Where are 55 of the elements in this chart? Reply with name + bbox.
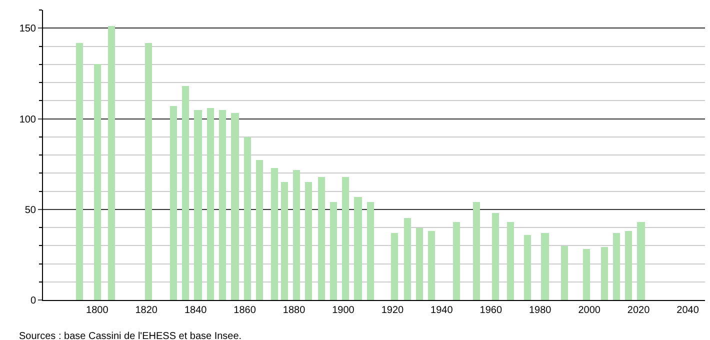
x-tick-label: 1800	[86, 305, 109, 316]
x-tick-label: 1840	[184, 305, 208, 316]
bar	[231, 113, 239, 300]
bar	[524, 235, 531, 300]
x-tick-label: 2020	[627, 305, 650, 316]
bar	[108, 26, 115, 300]
bar	[281, 182, 288, 300]
x-tick-label: 1880	[282, 305, 306, 316]
y-tick-label: 100	[19, 114, 36, 126]
y-tick-label: 0	[30, 296, 36, 306]
bar	[416, 228, 423, 300]
bar	[613, 233, 620, 300]
bar	[145, 43, 152, 300]
x-tick-label: 1980	[528, 305, 552, 316]
x-tick-label: 1820	[135, 305, 158, 316]
bar	[318, 177, 325, 300]
bar	[367, 202, 374, 300]
bar	[601, 247, 608, 300]
bar	[293, 170, 300, 300]
bar	[507, 222, 514, 300]
bar	[492, 213, 499, 300]
bar	[94, 64, 101, 300]
x-tick-label: 1960	[480, 305, 502, 316]
bar	[637, 222, 645, 300]
bar	[541, 233, 549, 300]
bar	[244, 137, 251, 300]
y-tick-label: 50	[24, 204, 36, 216]
bar	[182, 86, 189, 300]
bar	[194, 110, 202, 300]
source-note: Sources : base Cassini de l'EHESS et base Insee.	[19, 331, 242, 340]
bar	[305, 182, 312, 300]
bar	[473, 202, 480, 300]
bar	[271, 168, 278, 300]
bar	[76, 43, 83, 300]
x-tick-label: 2040	[676, 305, 700, 316]
bar	[428, 231, 435, 300]
bar	[583, 249, 590, 300]
bar	[391, 233, 398, 300]
bar	[170, 106, 177, 300]
bar	[207, 108, 214, 300]
bar	[219, 110, 226, 300]
x-tick-label: 1860	[234, 305, 256, 316]
bar	[342, 177, 349, 300]
x-tick-label: 2000	[578, 305, 601, 316]
bar	[354, 197, 362, 300]
x-tick-label: 1940	[430, 305, 454, 316]
bar	[330, 202, 337, 300]
y-tick-label: 150	[19, 24, 36, 35]
x-tick-label: 1900	[332, 305, 355, 316]
x-tick-label: 1920	[381, 305, 404, 316]
bar	[561, 246, 568, 300]
bar	[404, 218, 411, 300]
bar	[453, 222, 460, 300]
bar	[625, 231, 632, 300]
bar	[256, 160, 263, 300]
